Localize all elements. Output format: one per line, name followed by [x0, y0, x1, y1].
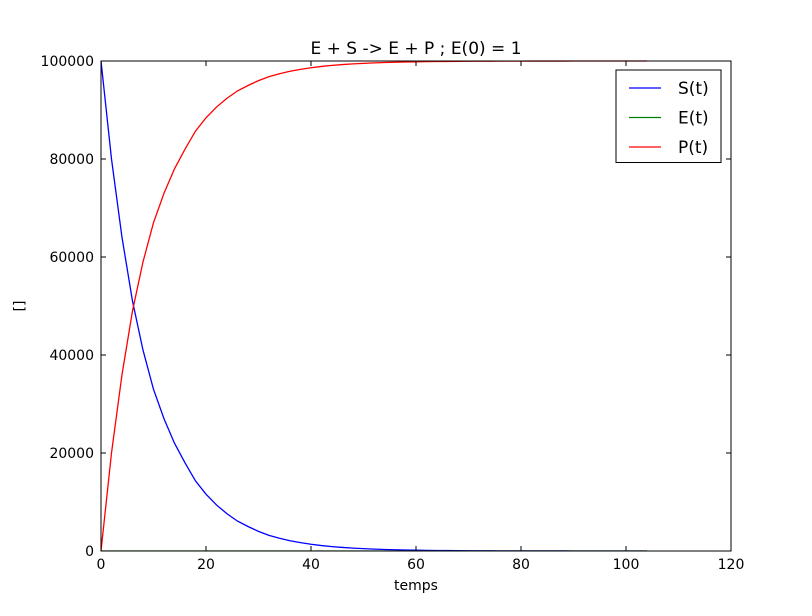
- y-tick-label: 0: [85, 544, 94, 560]
- chart-title: E + S -> E + P ; E(0) = 1: [310, 39, 521, 59]
- y-tick-label: 40000: [49, 348, 94, 364]
- legend-label-1: S(t): [678, 79, 709, 99]
- x-tick-label: 100: [613, 557, 640, 573]
- y-tick-label: 100000: [41, 54, 94, 70]
- x-axis-label: temps: [394, 578, 438, 594]
- x-tick-label: 40: [302, 557, 320, 573]
- y-tick-label: 60000: [49, 250, 94, 266]
- x-tick-label: 80: [512, 557, 530, 573]
- x-tick-label: 120: [718, 557, 745, 573]
- ticks-layer: 0 20 40 60 80 100 120 0 20000 40000 60000 80000 1000…: [41, 54, 745, 573]
- y-axis-label: []: [12, 301, 28, 312]
- legend-label-2: E(t): [678, 109, 709, 129]
- legend-label-3: P(t): [678, 138, 708, 158]
- x-tick-label: 60: [407, 557, 425, 573]
- x-tick-label: 20: [197, 557, 215, 573]
- legend: S(t) E(t) P(t): [615, 69, 722, 163]
- x-tick-label: 0: [97, 557, 106, 573]
- y-tick-label: 20000: [49, 446, 94, 462]
- y-tick-label: 80000: [49, 152, 94, 168]
